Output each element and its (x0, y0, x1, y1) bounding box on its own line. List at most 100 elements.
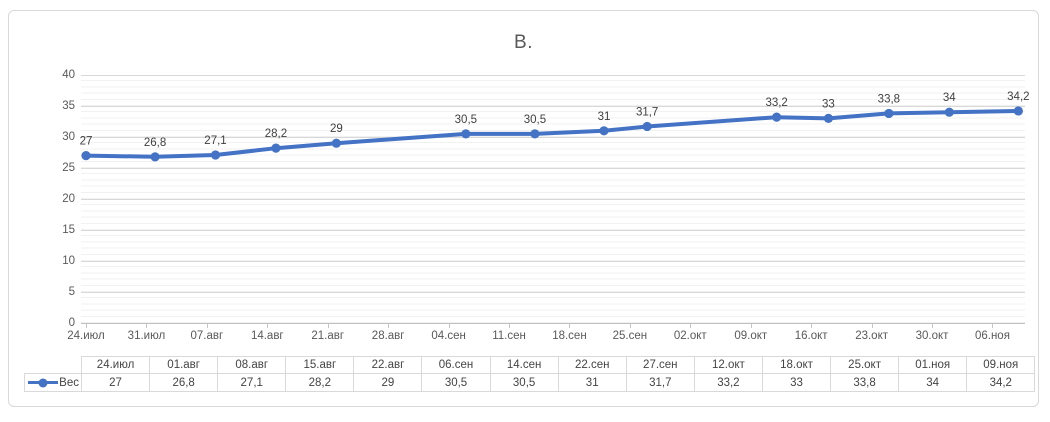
data-point-marker[interactable] (944, 107, 954, 117)
table-value-cell: 31 (557, 373, 627, 392)
table-header-row: 24.июл 01.авг 08.авг 15.авг 22.авг 06.сен 14.с… (80, 356, 1036, 374)
data-point-label: 34 (943, 92, 956, 104)
table-value-cell: 34 (898, 373, 968, 392)
table-value-cell: 33,8 (830, 373, 900, 392)
data-point-marker[interactable] (150, 152, 160, 162)
data-point-marker[interactable] (461, 129, 471, 139)
table-date-cell: 27.сен (625, 356, 695, 374)
data-point-label: 27,1 (204, 135, 226, 147)
data-point-marker[interactable] (271, 143, 281, 153)
x-axis-label: 09.окт (734, 330, 768, 342)
table-date-cell: 01.ноя (898, 356, 968, 374)
x-axis-tick (750, 324, 752, 328)
table-value-cell: 33 (761, 373, 832, 392)
data-point-marker[interactable] (530, 129, 540, 139)
data-point-marker[interactable] (331, 138, 341, 148)
x-axis-tick (509, 324, 511, 328)
chart-title[interactable]: В. (514, 32, 533, 53)
marker-dot-icon (38, 378, 48, 387)
data-point-label: 26,8 (144, 137, 166, 149)
x-axis-label: 24.июл (67, 330, 105, 342)
major-gridline-10 (81, 261, 1025, 262)
y-axis-label-0: 0 (68, 317, 75, 329)
table-value-cell: 33,2 (693, 373, 763, 392)
data-point-marker[interactable] (1013, 106, 1023, 116)
table-date-cell: 18.окт (761, 356, 832, 374)
table-date-cell: 08.авг (217, 356, 287, 374)
data-point-label: 33 (822, 98, 835, 110)
table-value-cell: 30,5 (421, 373, 491, 392)
x-axis-tick (811, 324, 813, 328)
major-gridline-20 (81, 199, 1025, 200)
x-axis-label: 16.окт (794, 330, 828, 342)
data-point-label: 28,2 (265, 128, 287, 140)
data-point-label: 33,2 (765, 97, 787, 109)
data-point-label: 30,5 (524, 114, 546, 126)
y-axis-label-20: 20 (62, 193, 75, 205)
x-axis-label: 02.окт (673, 330, 707, 342)
y-axis-label-25: 25 (62, 162, 75, 174)
x-axis-label: 30.окт (915, 330, 949, 342)
x-axis-label: 21.авг (311, 330, 345, 342)
y-axis-label-15: 15 (62, 224, 75, 236)
table-date-cell: 01.авг (149, 356, 219, 374)
table-date-cell: 06.сен (421, 356, 491, 374)
data-point-label: 30,5 (455, 114, 477, 126)
data-point-marker[interactable] (772, 112, 782, 122)
y-axis-label-30: 30 (62, 131, 75, 143)
x-axis-label: 28.авг (371, 330, 405, 342)
table-date-cell: 24.июл (80, 356, 151, 374)
x-axis-tick (569, 324, 571, 328)
x-axis-label: 23.окт (855, 330, 888, 342)
major-gridline-40 (81, 75, 1025, 76)
table-date-cell: 12.окт (693, 356, 763, 374)
legend-cell[interactable]: Вес (24, 373, 82, 392)
table-value-cell: 28,2 (285, 373, 355, 392)
x-axis-label: 18.сен (552, 330, 587, 342)
data-point-marker[interactable] (81, 151, 91, 161)
table-date-cell: 09.ноя (966, 356, 1036, 374)
data-point-label: 31 (598, 111, 611, 123)
table-date-cell: 25.окт (830, 356, 900, 374)
data-point-marker[interactable] (823, 113, 834, 123)
table-value-cell: 29 (353, 373, 423, 392)
data-point-label: 29 (330, 123, 343, 135)
table-value-cell: 34,2 (966, 373, 1036, 392)
y-axis-label-40: 40 (62, 69, 75, 81)
data-point-marker[interactable] (210, 150, 221, 160)
x-axis-label: 07.авг (190, 330, 224, 342)
x-axis-tick (86, 324, 87, 328)
x-axis-tick (992, 324, 994, 328)
chart-frame[interactable]: В. 27 26,8 27,1 28,2 29 30,5 30,5 31 31,7 33,2 33 3… (8, 10, 1039, 407)
x-axis-tick (932, 324, 934, 328)
major-gridline-5 (81, 292, 1025, 293)
major-gridline-15 (81, 230, 1025, 231)
data-point-label: 33,8 (878, 93, 900, 105)
table-value-row: 27 26,8 27,1 28,2 29 30,5 30,5 31 31,7 33,2 33 33,8… (80, 373, 1036, 392)
table-value-cell: 27,1 (217, 373, 287, 392)
x-axis-tick (388, 324, 390, 328)
data-point-label: 31,7 (636, 106, 658, 118)
y-axis-label-5: 5 (68, 286, 75, 298)
data-point-marker[interactable] (599, 126, 609, 136)
table-value-cell: 30,5 (489, 373, 559, 392)
table-value-cell: 27 (80, 373, 151, 392)
series-line[interactable] (84, 109, 1021, 159)
data-point-marker[interactable] (642, 121, 652, 132)
x-axis-label: 14.авг (250, 330, 284, 342)
chart-data-table: 24.июл 01.авг 08.авг 15.авг 22.авг 06.сен 14.с… (80, 356, 1036, 392)
data-point-marker[interactable] (884, 108, 894, 119)
x-axis-label: 11.сен (492, 330, 526, 342)
table-date-cell: 22.сен (557, 356, 627, 374)
x-axis-tick (327, 324, 329, 328)
data-point-label: 34,2 (1007, 91, 1029, 103)
x-axis-tick (267, 324, 269, 328)
data-point-label: 27 (80, 136, 93, 148)
plot-area[interactable]: 27 26,8 27,1 28,2 29 30,5 30,5 31 31,7 33,2 33 33,8… (80, 75, 1030, 323)
table-value-cell: 31,7 (625, 373, 695, 392)
x-axis-label: 06.ноя (974, 330, 1010, 342)
x-axis-tick (448, 324, 450, 328)
major-gridline-30 (81, 137, 1025, 138)
table-value-cell: 26,8 (149, 373, 219, 392)
line-series-icon (28, 378, 59, 387)
